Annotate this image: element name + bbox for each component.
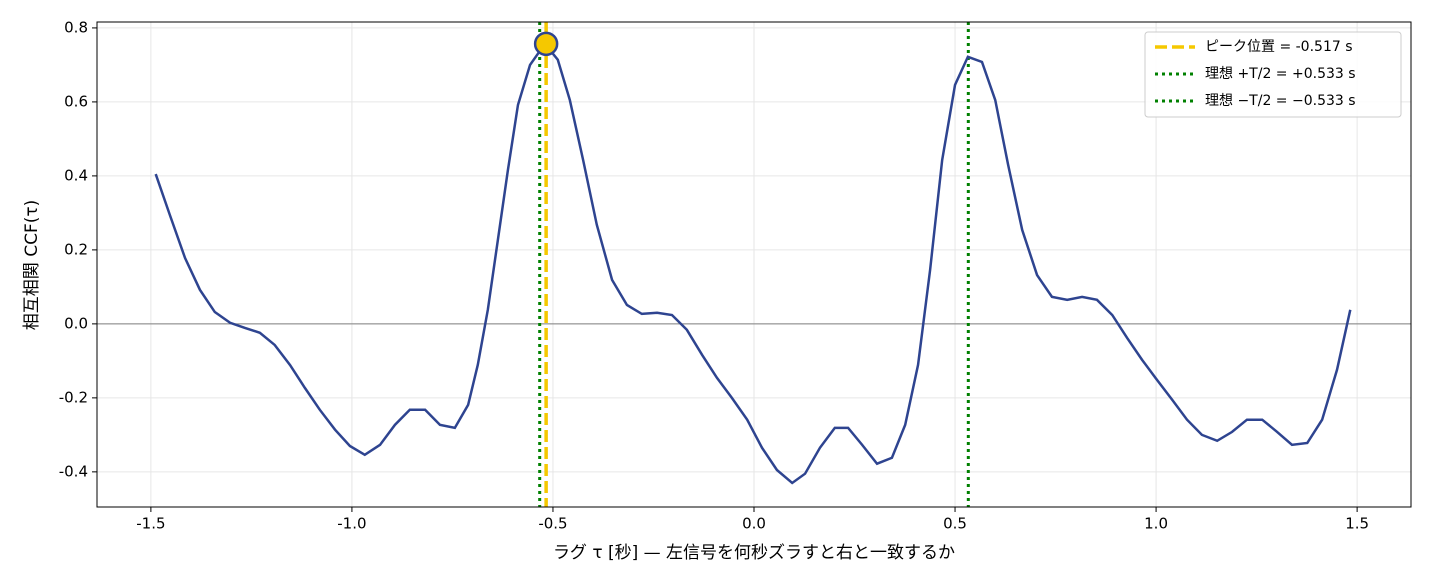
y-tick-label: 0.4	[64, 166, 88, 184]
legend-label: ピーク位置 = -0.517 s	[1205, 39, 1353, 55]
x-tick-label: 0.0	[742, 515, 766, 533]
legend-label: 理想 −T/2 = −0.533 s	[1205, 93, 1356, 109]
x-tick-label: -1.5	[136, 515, 165, 533]
y-tick-label: 0.6	[64, 92, 88, 110]
legend: ピーク位置 = -0.517 s 理想 +T/2 = +0.533 s 理想 −T/…	[1144, 31, 1402, 118]
legend-label: 理想 +T/2 = +0.533 s	[1205, 66, 1356, 82]
y-tick-label: 0.2	[64, 240, 88, 258]
x-tick-label: -1.0	[337, 515, 366, 533]
peak-marker	[533, 31, 559, 57]
y-tick-label: 0.8	[64, 18, 88, 36]
legend-box	[1144, 31, 1402, 118]
x-axis-label: ラグ τ [秒] — 左信号を何秒ズラすと右と一致するか	[553, 543, 955, 563]
y-axis-label: 相互相関 CCF(τ)	[22, 200, 42, 330]
x-tick-label: 0.5	[943, 515, 967, 533]
data-line	[154, 41, 1352, 485]
x-tick-label: -0.5	[538, 515, 567, 533]
y-tick-label: -0.2	[59, 388, 88, 406]
x-tick-label: 1.0	[1144, 515, 1168, 533]
x-tick-label: 1.5	[1345, 515, 1369, 533]
y-tick-label: 0.0	[64, 314, 88, 332]
plot-frame	[96, 21, 1412, 508]
y-tick-label: -0.4	[59, 462, 88, 480]
